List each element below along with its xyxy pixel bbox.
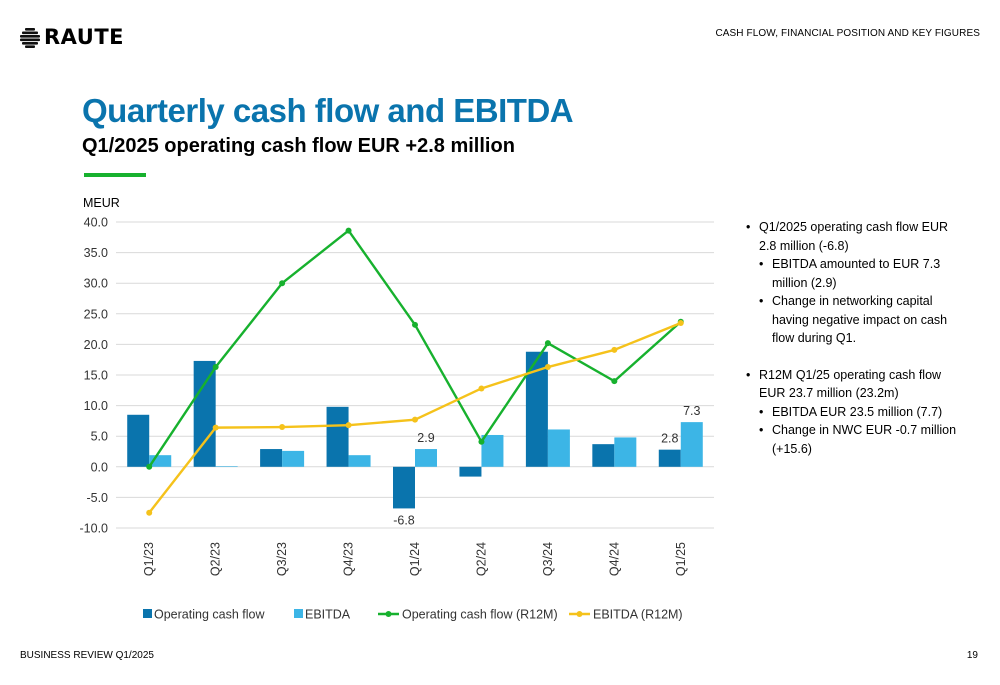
page-number: 19 <box>966 650 978 661</box>
footer-label: BUSINESS REVIEW Q1/2025 <box>20 650 154 661</box>
sub-bullet-item: Change in networking capital having nega… <box>759 292 961 348</box>
x-tick-label: Q4/23 <box>342 542 356 576</box>
bar-operating-cash-flow <box>592 444 615 467</box>
data-label: -6.8 <box>393 513 415 527</box>
legend-marker <box>576 611 583 617</box>
bars <box>127 351 703 509</box>
bar-operating-cash-flow <box>326 406 349 467</box>
legend-label: EBITDA <box>305 608 351 622</box>
bar-operating-cash-flow <box>459 466 482 477</box>
page-subtitle: Q1/2025 operating cash flow EUR +2.8 mil… <box>82 135 515 157</box>
x-tick-label: Q1/23 <box>142 542 156 576</box>
y-tick-label: 35.0 <box>84 246 108 260</box>
bar-ebitda <box>149 455 172 467</box>
cash-flow-chart: MEUR 40.0 35.0 30.0 25.0 20.0 15.0 10.0 5.0 0.0 -… <box>80 196 714 622</box>
data-label: 7.3 <box>683 404 700 418</box>
x-tick-label: Q4/24 <box>607 542 621 576</box>
point-ebitda-r12m <box>146 509 153 516</box>
x-tick-label: Q2/24 <box>474 542 488 576</box>
legend: Operating cash flow EBITDA Operating cash … <box>143 608 683 622</box>
legend-label: Operating cash flow <box>154 608 265 622</box>
bullet-item: R12M Q1/25 operating cash flow EUR 23.7 … <box>746 366 961 403</box>
y-tick-label: 0.0 <box>91 460 108 474</box>
point-operating-cash-flow-r12m <box>412 321 418 328</box>
x-tick-label: Q3/23 <box>275 542 289 576</box>
data-label: 2.9 <box>417 431 434 445</box>
bar-operating-cash-flow <box>193 360 216 467</box>
legend-swatch <box>143 609 152 618</box>
data-labels: -6.8 2.9 2.8 7.3 <box>393 404 700 527</box>
x-tick-label: Q1/25 <box>674 542 688 576</box>
bar-ebitda <box>680 422 703 467</box>
bullet-item: Q1/2025 operating cash flow EUR 2.8 mill… <box>746 218 961 255</box>
section-label: CASH FLOW, FINANCIAL POSITION AND KEY FI… <box>715 28 980 39</box>
bar-operating-cash-flow <box>525 351 548 467</box>
x-axis-ticks: Q1/23 Q2/23 Q3/23 Q4/23 Q1/24 Q2/24 Q3/24 Q4/24… <box>142 542 688 576</box>
point-ebitda-r12m <box>345 422 352 429</box>
bar-ebitda <box>547 429 570 467</box>
accent-bar <box>84 173 146 177</box>
bar-ebitda <box>348 455 371 467</box>
bar-operating-cash-flow <box>260 449 283 467</box>
point-operating-cash-flow-r12m <box>146 463 153 470</box>
x-tick-label: Q1/24 <box>408 542 422 576</box>
bullet-list: Q1/2025 operating cash flow EUR 2.8 mill… <box>746 218 961 458</box>
point-operating-cash-flow-r12m <box>212 364 219 371</box>
legend-swatch <box>294 609 303 618</box>
y-tick-label: -10.0 <box>80 522 109 536</box>
series-line-operating-cash-flow-r12m <box>148 229 682 468</box>
logo-text: RAUTE <box>44 25 124 49</box>
bar-ebitda <box>614 437 637 467</box>
sub-bullet-item: Change in NWC EUR -0.7 million (+15.6) <box>759 421 961 458</box>
point-ebitda-r12m <box>478 385 485 392</box>
data-label: 2.8 <box>661 432 678 446</box>
bar-ebitda <box>481 434 504 467</box>
sub-bullet-item: EBITDA EUR 23.5 million (7.7) <box>759 403 961 422</box>
bar-ebitda <box>215 466 238 467</box>
y-tick-label: 15.0 <box>84 369 108 383</box>
legend-marker <box>385 611 392 617</box>
bar-ebitda <box>415 449 437 467</box>
bar-ebitda <box>282 450 305 467</box>
legend-label: EBITDA (R12M) <box>593 608 683 622</box>
point-operating-cash-flow-r12m <box>478 438 485 445</box>
y-tick-label: -5.0 <box>86 491 108 505</box>
point-ebitda-r12m <box>544 364 551 371</box>
y-tick-label: 25.0 <box>84 307 108 321</box>
bar-operating-cash-flow <box>658 449 681 467</box>
bar-operating-cash-flow <box>393 466 415 509</box>
bar-operating-cash-flow <box>127 414 150 467</box>
y-tick-label: 20.0 <box>84 338 108 352</box>
raute-logo: RAUTE <box>20 27 124 48</box>
y-tick-label: 5.0 <box>91 430 108 444</box>
y-axis-ticks: 40.0 35.0 30.0 25.0 20.0 15.0 10.0 5.0 0.0 -5.0 -1… <box>80 216 109 536</box>
page-title: Quarterly cash flow and EBITDA <box>82 92 574 129</box>
point-ebitda-r12m <box>677 319 684 326</box>
y-tick-label: 30.0 <box>84 277 108 291</box>
point-operating-cash-flow-r12m <box>345 227 352 234</box>
point-operating-cash-flow-r12m <box>279 280 286 287</box>
point-ebitda-r12m <box>279 424 286 431</box>
x-tick-label: Q3/24 <box>541 542 555 576</box>
legend-label: Operating cash flow (R12M) <box>402 608 558 622</box>
unit-label: MEUR <box>83 196 120 210</box>
y-tick-label: 10.0 <box>84 399 108 413</box>
y-tick-label: 40.0 <box>84 216 108 230</box>
point-operating-cash-flow-r12m <box>611 378 618 385</box>
x-tick-label: Q2/23 <box>209 542 223 576</box>
bullet-gap <box>746 348 961 366</box>
point-ebitda-r12m <box>412 416 418 423</box>
sub-bullet-item: EBITDA amounted to EUR 7.3 million (2.9) <box>759 255 961 292</box>
lines <box>146 227 684 516</box>
point-ebitda-r12m <box>212 424 219 431</box>
point-operating-cash-flow-r12m <box>544 340 551 347</box>
raute-logo-icon <box>20 27 40 48</box>
point-ebitda-r12m <box>611 346 618 353</box>
